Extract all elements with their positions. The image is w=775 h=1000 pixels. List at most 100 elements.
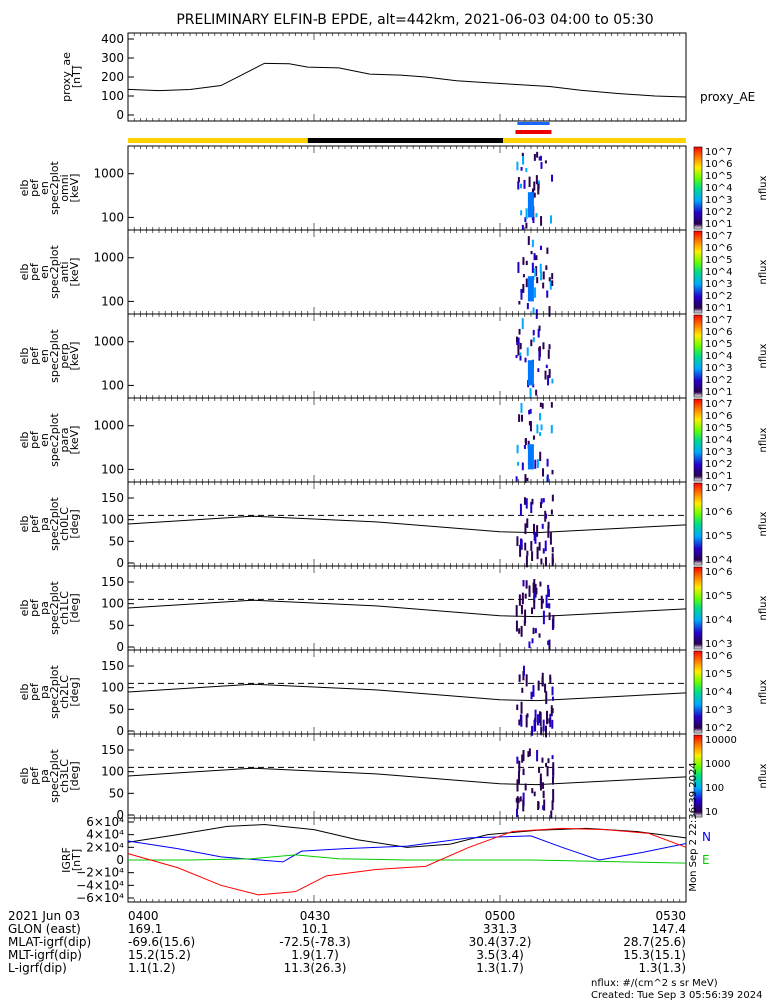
panel-ylabel: en [38,349,51,363]
energy-data-pixel [521,318,524,330]
energy-data-pixel [525,278,528,288]
y-tick-label: 300 [101,51,124,65]
pa-data-pixel [520,604,523,615]
energy-data-pixel [532,383,535,388]
footer-row-label: MLT-igrf(dip) [8,948,82,962]
pa-data-pixel [540,595,543,609]
energy-data-pixel [548,369,551,378]
energy-data-pixel [539,432,542,436]
panel-ylabel: pef [28,430,41,449]
energy-data-pixel [517,181,520,190]
footer-row-value: 1.1(1.2) [128,961,176,975]
colorbar-tick-label: 10 [705,807,718,818]
footer-row-value: -72.5(-78.3) [279,935,350,949]
colorbar-tick-label: 10^7 [705,483,732,494]
panel-ylabel: en [38,265,51,279]
pa-data-pixel [536,525,539,537]
pa-data-pixel [538,633,541,638]
energy-data-pixel [528,421,531,426]
energy-core [527,360,534,386]
pa-data-pixel [520,625,523,637]
pa-data-pixel [532,582,535,593]
pa-data-pixel [549,677,552,684]
footer-row-value: 1.3(1.7) [476,961,524,975]
panel-ylabel: [deg] [68,509,81,538]
y-tick-label: 1000 [93,419,124,433]
energy-data-pixel [531,239,534,248]
pa-data-pixel [543,799,546,811]
energy-data-pixel [525,208,528,220]
panels: proxy_ae[nT]4003002001000proxy_AEelbpefe… [18,32,769,905]
pa-data-pixel [548,603,551,609]
panel-ylabel: spec2plot [48,413,61,467]
panel-ylabel: omni [58,174,71,201]
pa-data-pixel [548,612,551,621]
energy-data-pixel [532,329,535,336]
energy-data-pixel [521,414,524,422]
colorbar [693,314,703,398]
panel-ylabel: ch1LC [58,591,71,625]
energy-data-pixel [539,413,542,421]
pa-data-pixel [519,503,522,516]
energy-data-pixel [516,444,519,454]
colorbar-tick-label: 10^7 [705,315,732,326]
energy-data-pixel [518,300,521,305]
panel-ylabel: [nT] [70,849,83,871]
pa-data-pixel [542,805,545,810]
pa-data-pixel [536,546,539,560]
energy-data-pixel [546,458,549,467]
energy-core [527,276,534,302]
energy-data-pixel [535,389,538,396]
panel-ylabel: [deg] [68,761,81,790]
energy-data-pixel [538,156,541,161]
energy-data-pixel [551,280,554,286]
energy-data-pixel [537,183,540,195]
pa-data-pixel [539,777,542,791]
pa-data-pixel [536,714,539,726]
panel-ylabel: [deg] [68,593,81,622]
y-tick-label: 1000 [93,251,124,265]
panel-ylabel: ch3LC [58,759,71,793]
panel-ylabel: elb [18,180,31,197]
colorbar-tick-label: 10^6 [705,243,732,254]
y-tick-label: 0 [116,640,124,654]
y-tick-label: 100 [101,597,124,611]
pa-data-pixel [533,532,536,541]
y-tick-label: 100 [101,681,124,695]
energy-data-pixel [540,216,543,226]
pa-data-pixel [551,800,554,811]
panel-ylabel: elb [18,432,31,449]
pa-data-pixel [516,796,519,810]
y-tick-label: −2×10⁴ [76,866,124,880]
y-tick-label: 400 [101,32,124,46]
colorbar-tick-label: 10^5 [705,531,732,542]
legend-n: N [702,830,711,844]
colorbar-tick-label: 10^2 [705,375,732,386]
colorbar-tick-label: 10^6 [705,507,732,518]
pa-data-pixel [537,680,540,691]
energy-data-pixel [519,352,522,356]
energy-data-pixel [547,349,550,359]
energy-data-pixel [523,179,526,189]
pa-data-pixel [541,523,544,529]
energy-data-pixel [517,461,520,466]
pa-data-pixel [522,792,525,806]
pa-data-pixel [542,548,545,554]
colorbar-tick-label: 10^4 [705,435,732,446]
colorbar-tick-label: 10^2 [705,207,732,218]
panel-ylabel: pef [28,682,41,701]
energy-data-pixel [522,257,525,265]
energy-data-pixel [537,368,540,372]
pa-data-pixel [525,555,528,568]
pa-data-pixel [542,782,545,789]
panel-ylabel: [keV] [68,342,81,371]
energy-data-pixel [538,325,541,331]
energy-data-pixel [539,263,542,274]
energy-data-pixel [529,408,532,414]
pa-data-pixel [537,801,540,810]
energy-data-pixel [533,253,536,261]
loss-cone-line [127,515,687,534]
colorbar-tick-label: 10^6 [705,159,732,170]
y-tick-label: 50 [109,618,124,632]
colorbar-tick-label: 10^1 [705,303,732,314]
